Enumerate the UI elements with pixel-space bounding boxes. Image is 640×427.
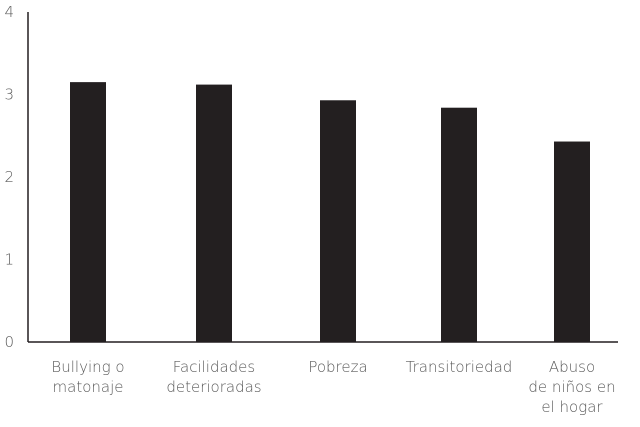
bars — [70, 82, 590, 343]
y-tick-label: 4 — [4, 3, 14, 21]
x-tick-label: Pobreza — [308, 358, 367, 376]
bar — [196, 84, 232, 342]
x-tick-label: Abuso de niños en el hogar — [528, 358, 615, 416]
x-tick-label: Facilidades deterioradas — [166, 358, 261, 396]
x-tick-label: Bullying o matonaje — [51, 358, 124, 396]
y-tick-label: 3 — [4, 86, 14, 104]
bar — [554, 141, 590, 342]
bar — [441, 107, 477, 342]
bar — [320, 100, 356, 343]
x-tick-label: Transitoriedad — [406, 358, 513, 376]
y-tick-label: 1 — [4, 251, 14, 269]
y-tick-label: 0 — [4, 333, 14, 351]
bar — [70, 82, 106, 342]
y-axis: 0 1 2 3 4 — [4, 3, 29, 351]
y-tick-label: 2 — [4, 168, 14, 186]
x-axis: Bullying o matonaje Facilidades deteriorada… — [28, 341, 618, 416]
